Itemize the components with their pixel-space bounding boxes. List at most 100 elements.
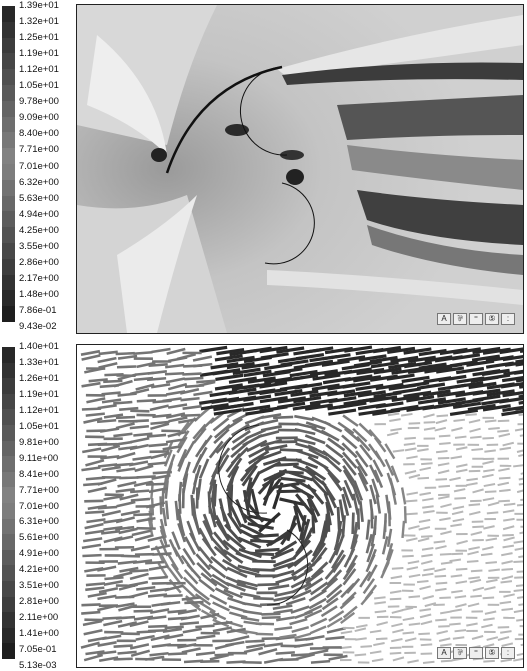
toolbar-button[interactable]: : [501, 313, 515, 325]
velocity-vector [517, 489, 523, 492]
velocity-vector [441, 562, 452, 564]
velocity-vector [152, 644, 171, 646]
colorbar-swatch [2, 519, 15, 535]
velocity-vector [133, 434, 152, 436]
colorbar-swatch [2, 227, 15, 243]
velocity-vector [503, 510, 514, 512]
velocity-vector [404, 443, 415, 444]
velocity-vector [502, 561, 513, 564]
velocity-vector [469, 512, 480, 515]
velocity-vector [165, 627, 184, 628]
velocity-vector [116, 353, 135, 354]
velocity-vector [407, 567, 418, 569]
velocity-vector [421, 644, 432, 645]
contour-toolbar[interactable]: A⅌⁼⑤: [437, 313, 515, 325]
velocity-vector [276, 652, 295, 653]
velocity-vector [488, 570, 499, 571]
velocity-vector [408, 561, 419, 563]
toolbar-button[interactable]: A [437, 647, 451, 659]
toolbar-button[interactable]: ⑤ [485, 313, 499, 325]
toolbar-button[interactable]: ⁼ [469, 313, 483, 325]
velocity-vector [192, 495, 193, 516]
velocity-vector [104, 577, 123, 579]
colorbar-tick-label: 7.01e+00 [19, 502, 59, 512]
velocity-vector [482, 461, 493, 464]
toolbar-button[interactable]: ⅌ [453, 313, 467, 325]
velocity-vector [213, 602, 230, 610]
velocity-vector [133, 352, 152, 354]
velocity-vector [273, 417, 293, 418]
velocity-vector [485, 420, 496, 421]
vector-toolbar[interactable]: A⅌⁼⑤: [437, 647, 515, 659]
velocity-vector [517, 596, 523, 598]
velocity-vector [423, 511, 434, 513]
velocity-vector [434, 569, 445, 571]
velocity-vector [262, 638, 281, 639]
velocity-vector [500, 602, 511, 604]
velocity-vector [423, 414, 434, 417]
velocity-vector [311, 661, 330, 663]
velocity-vector [98, 358, 117, 362]
toolbar-button[interactable]: ⑤ [485, 647, 499, 659]
velocity-vector [85, 512, 104, 513]
velocity-vector [403, 632, 414, 633]
colorbar-tick-label: 1.19e+01 [19, 49, 59, 59]
colorbar-swatch [2, 394, 15, 410]
velocity-vector [82, 545, 101, 548]
velocity-vector [244, 622, 262, 624]
colorbar-swatch [2, 643, 15, 659]
velocity-vector [450, 524, 461, 526]
velocity-vector [409, 624, 420, 625]
velocity-vector [150, 653, 169, 655]
velocity-vector [438, 463, 449, 465]
velocity-vector [519, 414, 523, 416]
velocity-vector [81, 467, 100, 470]
velocity-vector [88, 444, 107, 445]
velocity-vector [83, 621, 102, 625]
velocity-vector [262, 617, 281, 618]
velocity-vector [137, 476, 156, 477]
velocity-vector [292, 627, 309, 632]
velocity-vector [403, 521, 404, 538]
toolbar-button[interactable]: A [437, 313, 451, 325]
velocity-vector [488, 428, 499, 429]
velocity-vector [420, 586, 431, 589]
velocity-vector [473, 371, 501, 375]
velocity-vector [498, 637, 509, 640]
velocity-vector [390, 653, 401, 654]
colorbar-swatch [2, 441, 15, 457]
toolbar-button[interactable]: ⁼ [469, 647, 483, 659]
velocity-vector [370, 651, 381, 653]
velocity-vector [82, 355, 101, 359]
velocity-vector [86, 519, 105, 522]
velocity-vector [88, 638, 107, 641]
velocity-vector [388, 414, 399, 416]
colorbar-tick-label: 1.05e+01 [19, 81, 59, 91]
velocity-vector [325, 514, 327, 538]
velocity-vector [376, 638, 387, 639]
velocity-vector [503, 443, 514, 446]
velocity-vector [406, 513, 417, 514]
velocity-vector [518, 453, 523, 456]
velocity-vector [99, 352, 118, 354]
velocity-vector [423, 569, 434, 571]
velocity-vector [151, 546, 170, 550]
velocity-vector [468, 577, 479, 578]
colorbar-swatch [2, 101, 15, 117]
colorbar-tick-label: 4.94e+00 [19, 210, 59, 220]
velocity-vector [501, 553, 512, 555]
velocity-vector [500, 448, 511, 450]
velocity-vector [311, 619, 327, 626]
toolbar-button[interactable]: ⅌ [453, 647, 467, 659]
velocity-vector [84, 630, 103, 634]
velocity-vector [501, 569, 512, 570]
velocity-vector [210, 391, 238, 395]
colorbar-swatch [2, 487, 15, 503]
velocity-vector [501, 660, 512, 662]
velocity-vector [166, 501, 168, 520]
colorbar-swatch [2, 243, 15, 259]
toolbar-button[interactable]: : [501, 647, 515, 659]
velocity-vector [119, 478, 138, 479]
colorbar-tick-label: 7.86e-01 [19, 306, 57, 316]
